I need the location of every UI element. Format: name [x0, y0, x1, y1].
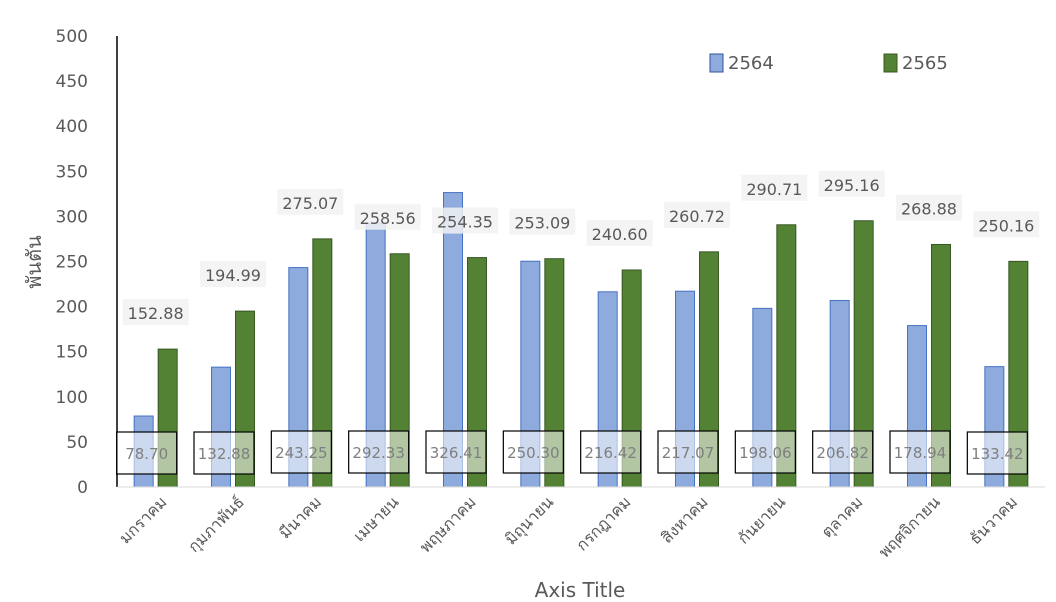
- data-label-2564: 243.25: [275, 444, 328, 462]
- data-label-bg-2565: [200, 261, 266, 288]
- data-label-2564: 78.70: [125, 445, 168, 463]
- data-label-2564: 132.88: [198, 445, 251, 463]
- y-tick-label: 500: [56, 27, 88, 47]
- y-tick-label: 50: [66, 433, 88, 453]
- data-label-box-2564: [580, 430, 642, 474]
- data-label-box-2564: [966, 431, 1028, 475]
- y-tick-label: 300: [56, 207, 88, 227]
- data-label-2564: 326.41: [430, 444, 483, 462]
- y-tick-label: 400: [56, 117, 88, 137]
- x-tick-label: เมษายน: [350, 492, 403, 545]
- data-label-bg-2565: [586, 219, 653, 246]
- data-label-box-2564: [116, 431, 178, 475]
- legend: 2564 2565: [709, 53, 948, 74]
- data-label-2565: 254.35: [437, 213, 493, 232]
- data-label-2564: 178.94: [894, 444, 947, 462]
- data-label-bg-2565: [354, 203, 421, 230]
- x-tick-labels: มกราคม กุมภาพันธ์ มีนาคม เมษายน พฤษภาคม มิถุน…: [115, 492, 1021, 561]
- legend-label-2565: 2565: [902, 53, 948, 74]
- y-tick-labels: 0 50 100 150 200 250 300 350 400 450 500: [56, 27, 88, 498]
- data-label-2565: 295.16: [824, 176, 880, 195]
- data-label-box-2564: [657, 430, 719, 474]
- data-label-2564: 250.30: [507, 444, 560, 462]
- data-label-bg-2565: [509, 208, 576, 235]
- y-tick-label: 0: [77, 478, 88, 498]
- x-tick-label: กรกฎาคม: [572, 492, 634, 554]
- x-tick-label: สิงหาคม: [657, 492, 712, 547]
- data-label-2564: 217.07: [662, 444, 715, 462]
- data-label-2565: 260.72: [669, 207, 725, 226]
- y-tick-label: 100: [56, 388, 88, 408]
- data-label-box-2564: [889, 430, 951, 474]
- legend-swatch-2564: [709, 53, 724, 73]
- y-tick-label: 200: [56, 298, 88, 318]
- data-label-bg-2565: [741, 174, 808, 201]
- data-label-box-2564: [812, 430, 874, 474]
- data-label-box-2564: [502, 430, 564, 474]
- data-label-2564: 133.42: [971, 445, 1024, 463]
- data-label-2564: 206.82: [816, 444, 869, 462]
- data-label-2565: 194.99: [205, 266, 261, 285]
- data-label-bg-2565: [122, 299, 189, 326]
- data-label-2565: 253.09: [514, 214, 570, 233]
- y-tick-label: 450: [56, 72, 88, 92]
- x-tick-label: ตุลาคม: [817, 492, 867, 542]
- x-tick-label: มิถุนายน: [501, 492, 558, 549]
- data-label-bg-2565: [664, 201, 730, 228]
- data-label-bg-2565: [432, 207, 498, 234]
- data-label-2565: 240.60: [592, 225, 648, 244]
- x-tick-label: กันยายน: [734, 492, 789, 547]
- legend-swatch-2565: [883, 53, 898, 73]
- data-label-box-2564: [425, 430, 487, 474]
- data-label-bg-2565: [818, 170, 885, 197]
- y-tick-label: 250: [56, 253, 88, 273]
- data-label-2565: 258.56: [360, 209, 416, 228]
- legend-label-2564: 2564: [728, 53, 774, 74]
- x-axis-title: Axis Title: [535, 578, 626, 602]
- data-label-2564: 198.06: [739, 444, 792, 462]
- x-tick-label: ธันวาคม: [965, 492, 1021, 548]
- x-tick-label: พฤศจิกายน: [875, 492, 944, 561]
- y-tick-label: 150: [56, 343, 88, 363]
- data-label-2564: 216.42: [584, 444, 637, 462]
- x-tick-label: มกราคม: [115, 492, 170, 547]
- data-label-2565: 290.71: [746, 180, 802, 199]
- y-axis-title: พันตัน: [22, 235, 46, 289]
- data-labels: 152.88 78.70 194.99 132.88 275.07 243.25 258.5…: [116, 170, 1040, 475]
- y-tick-label: 350: [56, 162, 88, 182]
- data-label-box-2564: [193, 431, 255, 475]
- data-label-box-2564: [348, 430, 410, 474]
- data-label-bg-2565: [973, 211, 1040, 238]
- data-label-2565: 268.88: [901, 199, 957, 218]
- data-label-2564: 292.33: [352, 444, 405, 462]
- x-tick-label: กุมภาพันธ์: [184, 492, 248, 556]
- data-label-2565: 275.07: [282, 194, 338, 213]
- data-label-2565: 250.16: [978, 216, 1034, 235]
- data-label-box-2564: [270, 430, 332, 474]
- x-tick-label: มีนาคม: [275, 492, 325, 542]
- data-label-bg-2565: [896, 194, 962, 221]
- data-label-bg-2565: [277, 188, 344, 215]
- x-tick-label: พฤษภาคม: [416, 492, 480, 556]
- data-label-box-2564: [734, 430, 796, 474]
- data-label-2565: 152.88: [128, 304, 184, 323]
